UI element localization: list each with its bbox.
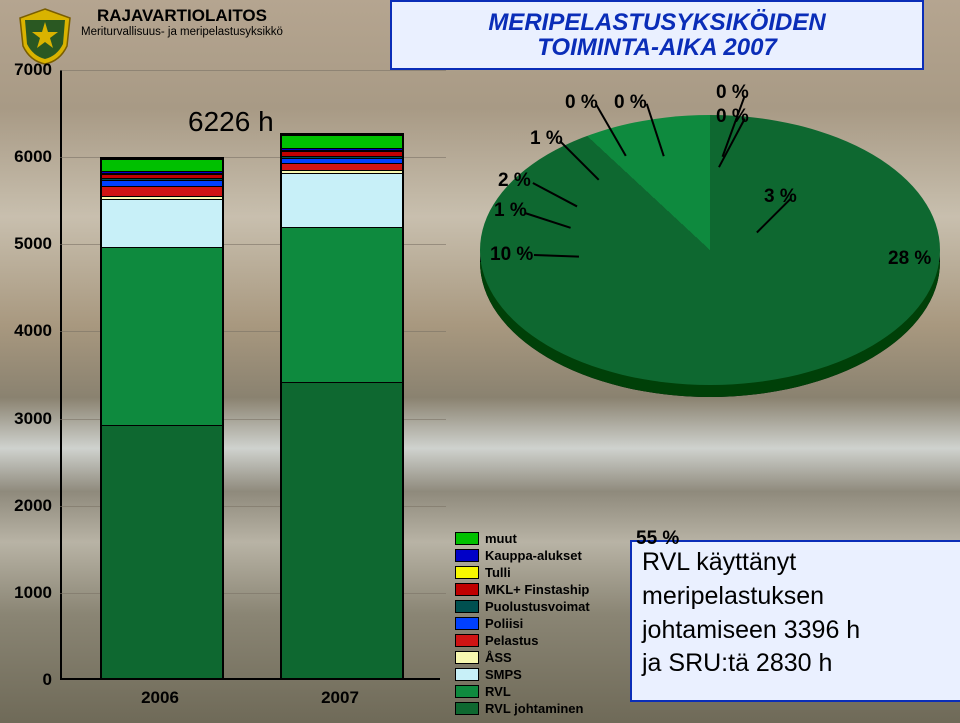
stacked-bar — [100, 157, 224, 680]
pie-percent-label: 28 % — [888, 248, 931, 270]
legend-item: Puolustusvoimat — [455, 598, 590, 615]
legend-item: Poliisi — [455, 615, 590, 632]
legend-item: MKL+ Finstaship — [455, 581, 590, 598]
bar-segment — [282, 170, 402, 173]
legend-swatch — [455, 532, 479, 545]
pie-percent-label: 1 % — [494, 200, 527, 222]
bar-segment — [282, 163, 402, 170]
bar-segment — [102, 196, 222, 199]
legend-swatch — [455, 600, 479, 613]
org-subtitle: Meriturvallisuus- ja meripelastusyksikkö — [81, 26, 283, 38]
legend-item: Pelastus — [455, 632, 590, 649]
pie-percent-label: 55 % — [636, 528, 679, 550]
legend-item: RVL johtaminen — [455, 700, 590, 717]
stacked-bar — [280, 133, 404, 680]
bar-segment — [102, 199, 222, 247]
title-line-2: TOIMINTA-AIKA 2007 — [537, 35, 777, 60]
bar-segment — [102, 174, 222, 177]
y-tick-label: 0 — [43, 670, 52, 690]
y-tick-label: 7000 — [14, 60, 52, 80]
bar-segment — [282, 227, 402, 382]
y-tick-label: 5000 — [14, 234, 52, 254]
bar-segment — [282, 156, 402, 159]
info-line-3: johtamiseen 3396 h — [642, 614, 952, 648]
legend-swatch — [455, 583, 479, 596]
legend-label: RVL — [485, 684, 511, 699]
legend-label: muut — [485, 531, 517, 546]
x-tick-label: 2007 — [321, 688, 359, 708]
pie-percent-label: 0 % — [614, 92, 647, 114]
pie-percent-label: 3 % — [764, 186, 797, 208]
header-left: RAJAVARTIOLAITOS Meriturvallisuus- ja me… — [15, 6, 283, 66]
legend-label: Poliisi — [485, 616, 523, 631]
bar-segment — [102, 186, 222, 196]
legend-swatch — [455, 651, 479, 664]
legend-swatch — [455, 549, 479, 562]
info-line-4: ja SRU:tä 2830 h — [642, 647, 952, 681]
total-hours-label: 6226 h — [188, 106, 274, 138]
pie-top-face — [480, 115, 940, 385]
bar-segment — [282, 173, 402, 227]
bar-segment — [282, 150, 402, 151]
legend-swatch — [455, 617, 479, 630]
y-tick-label: 3000 — [14, 409, 52, 429]
pie-percent-label: 1 % — [530, 128, 563, 150]
bar-segment — [102, 178, 222, 181]
y-tick-label: 1000 — [14, 583, 52, 603]
info-line-1: RVL käyttänyt — [642, 546, 952, 580]
gridline — [60, 70, 446, 71]
legend-item: muut — [455, 530, 590, 547]
bar-segment — [282, 135, 402, 147]
y-tick-label: 2000 — [14, 496, 52, 516]
bar-segment — [102, 247, 222, 426]
legend-label: Pelastus — [485, 633, 538, 648]
pie-percent-label: 10 % — [490, 244, 533, 266]
bar-segment — [102, 173, 222, 174]
legend-label: Kauppa-alukset — [485, 548, 582, 563]
legend-label: MKL+ Finstaship — [485, 582, 589, 597]
legend-swatch — [455, 566, 479, 579]
legend-item: RVL — [455, 683, 590, 700]
info-text-box: RVL käyttänyt meripelastuksen johtamisee… — [630, 540, 960, 702]
bar-segment — [282, 382, 402, 678]
bar-segment — [102, 425, 222, 678]
legend: muut Kauppa-alukset Tulli MKL+ Finstaship Pu… — [455, 530, 590, 717]
legend-item: Kauppa-alukset — [455, 547, 590, 564]
legend-label: Tulli — [485, 565, 511, 580]
legend-label: RVL johtaminen — [485, 701, 583, 716]
legend-item: Tulli — [455, 564, 590, 581]
legend-swatch — [455, 668, 479, 681]
stacked-bar-chart: 0100020003000400050006000700020062007 — [60, 70, 440, 680]
legend-item: ÅSS — [455, 649, 590, 666]
bar-segment — [282, 151, 402, 155]
title-line-1: MERIPELASTUSYKSIKÖIDEN — [488, 10, 825, 35]
y-tick-label: 6000 — [14, 147, 52, 167]
legend-swatch — [455, 702, 479, 715]
legend-swatch — [455, 634, 479, 647]
info-line-2: meripelastuksen — [642, 580, 952, 614]
legend-label: ÅSS — [485, 650, 512, 665]
org-title: RAJAVARTIOLAITOS — [97, 6, 267, 26]
y-tick-label: 4000 — [14, 321, 52, 341]
bar-segment — [102, 180, 222, 185]
bar-segment — [282, 158, 402, 163]
slide-title-box: MERIPELASTUSYKSIKÖIDEN TOIMINTA-AIKA 200… — [390, 0, 924, 70]
bar-segment — [102, 159, 222, 171]
gridline — [60, 680, 446, 681]
legend-label: Puolustusvoimat — [485, 599, 590, 614]
pie-percent-label: 2 % — [498, 170, 531, 192]
legend-item: SMPS — [455, 666, 590, 683]
bar-segment — [282, 148, 402, 151]
y-axis — [60, 70, 62, 680]
agency-logo-icon — [15, 6, 75, 66]
bar-segment — [102, 171, 222, 174]
pie-chart — [480, 115, 940, 435]
legend-swatch — [455, 685, 479, 698]
legend-label: SMPS — [485, 667, 522, 682]
pie-percent-label: 0 % — [565, 92, 598, 114]
x-tick-label: 2006 — [141, 688, 179, 708]
